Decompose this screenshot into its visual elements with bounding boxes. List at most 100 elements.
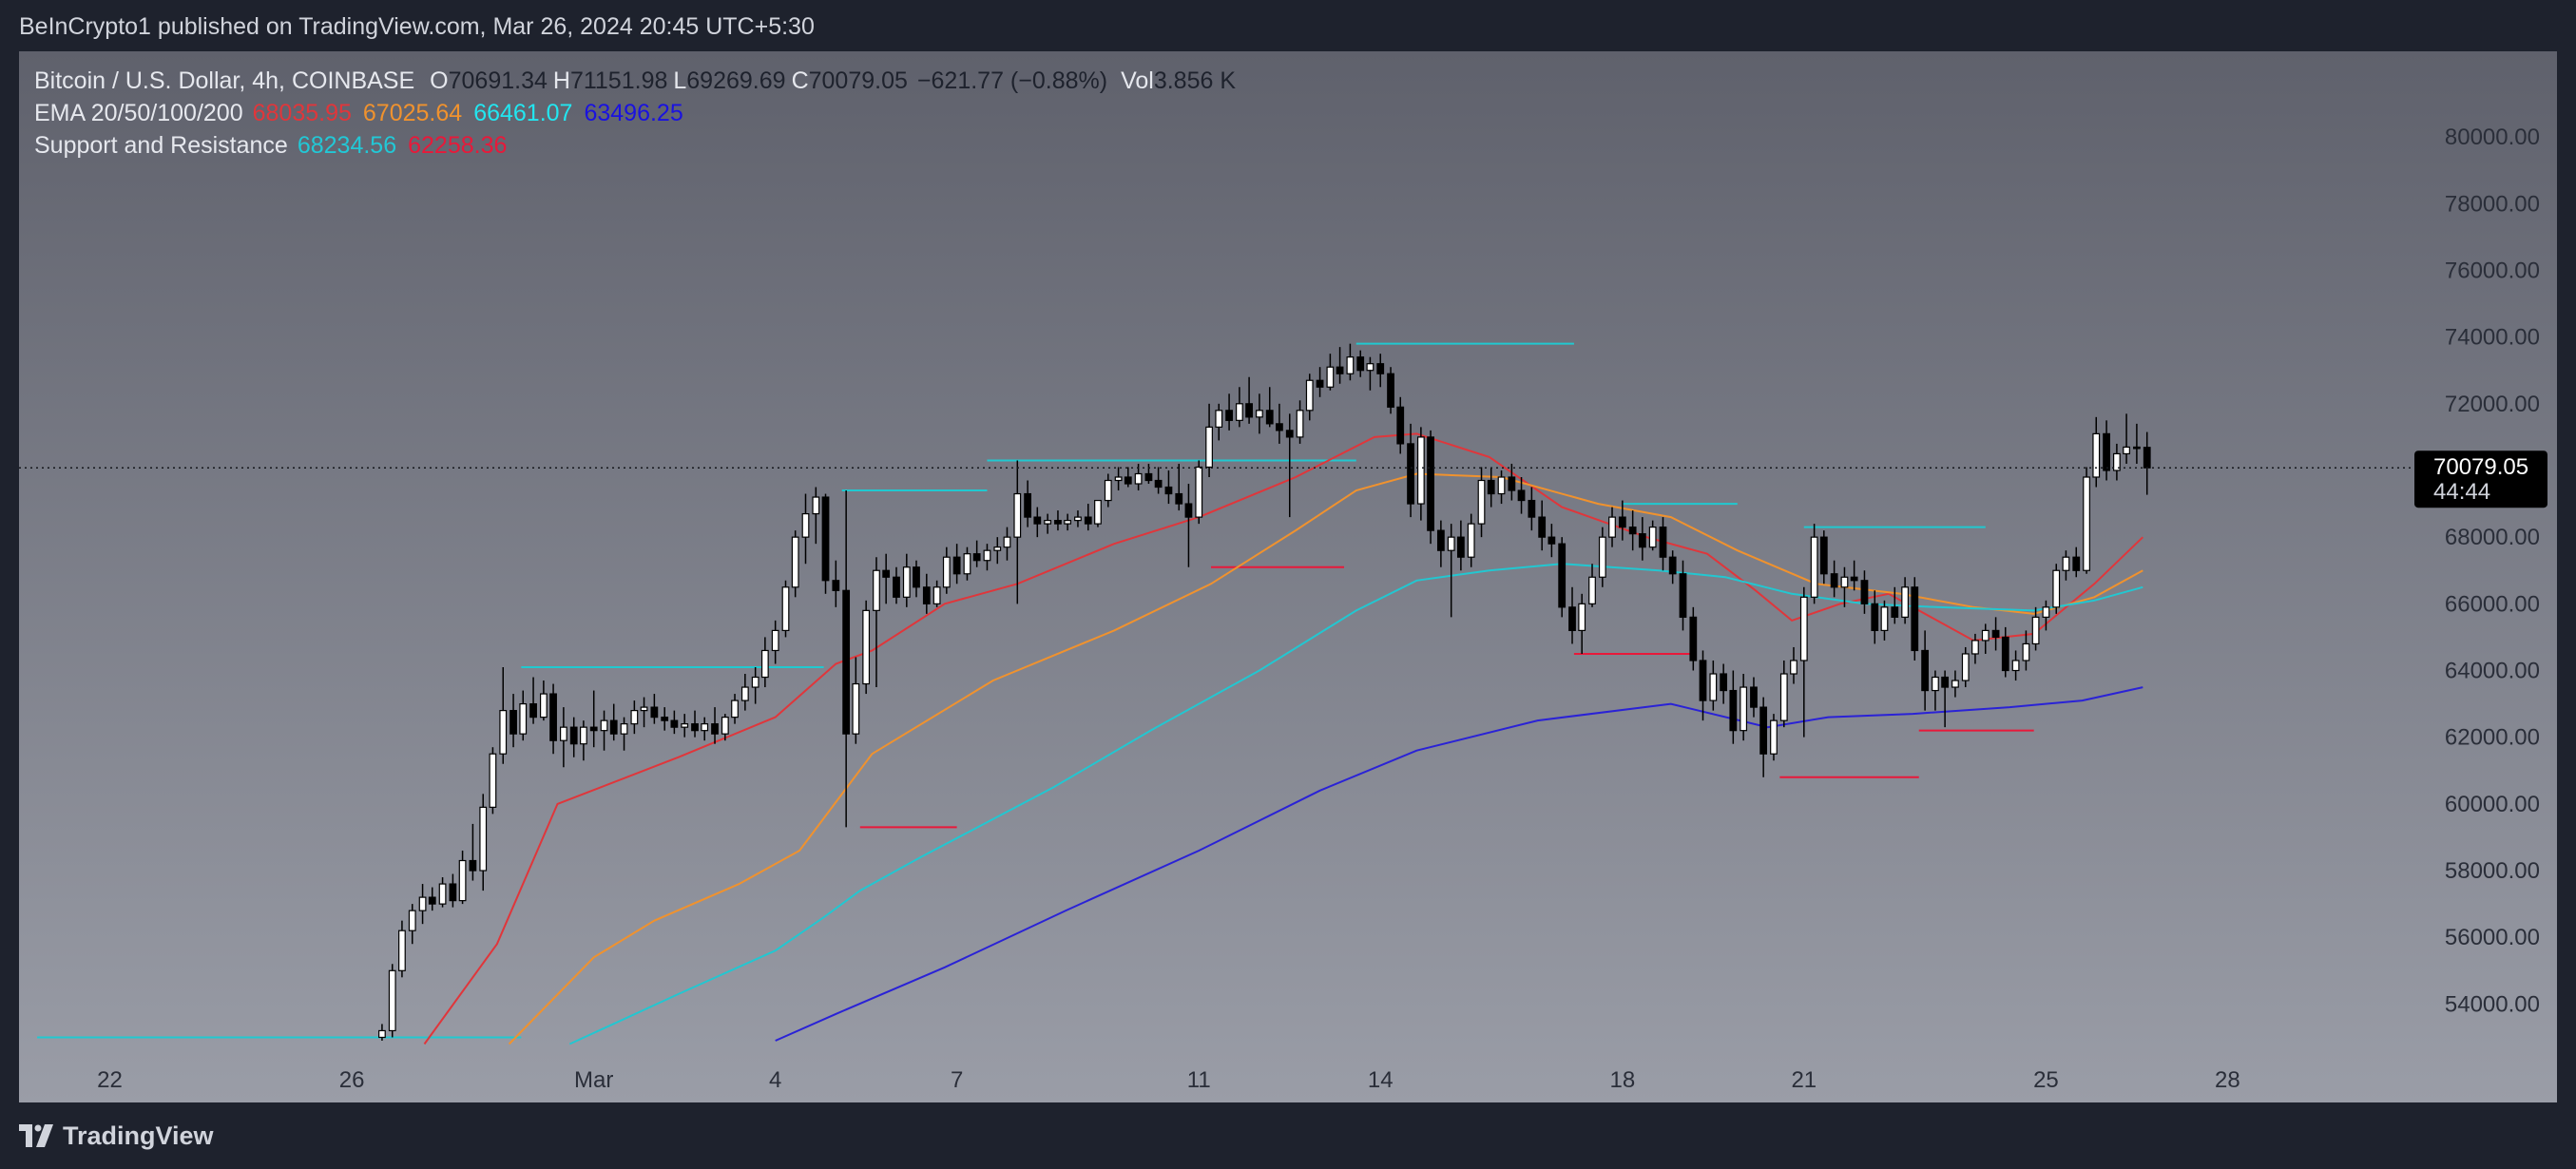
y-tick-label: 72000.00 xyxy=(2445,392,2540,417)
candle xyxy=(560,707,567,768)
candle xyxy=(1648,520,1657,551)
candle-body xyxy=(1709,673,1718,701)
tradingview-brand[interactable]: TradingView xyxy=(63,1121,214,1150)
sr-label[interactable]: Support and Resistance xyxy=(34,132,288,159)
time-axis[interactable]: 22 26 Mar 4 7 11 14 18 21 25 28 xyxy=(97,1067,2240,1093)
candle xyxy=(771,620,779,664)
candle-body xyxy=(2133,446,2141,450)
candle xyxy=(852,657,860,744)
x-tick-label: 4 xyxy=(769,1067,781,1093)
candle-body xyxy=(1648,527,1657,548)
candle-body xyxy=(1416,436,1425,505)
candle xyxy=(1436,520,1445,567)
symbol-label[interactable]: Bitcoin / U.S. Dollar, 4h, COINBASE xyxy=(34,67,415,94)
candle-body xyxy=(661,717,669,721)
candle-body xyxy=(1638,533,1646,548)
candle xyxy=(2062,550,2070,581)
candle-body xyxy=(801,512,810,538)
candle-body xyxy=(922,586,931,604)
candle-body xyxy=(1891,606,1899,618)
candle xyxy=(1679,560,1687,631)
candle xyxy=(1759,697,1768,777)
tradingview-logo-icon[interactable] xyxy=(19,1124,57,1147)
y-tick-label: 62000.00 xyxy=(2445,725,2540,751)
candle xyxy=(661,707,669,731)
chart-area[interactable]: 70079.05 44:44 54000.00 56000.00 58000.00 60… xyxy=(19,51,2557,1102)
x-tick-label: 14 xyxy=(1368,1067,1394,1093)
candle-body xyxy=(1084,516,1092,525)
candle-body xyxy=(670,719,679,728)
candle-body xyxy=(1720,673,1728,692)
candle-body xyxy=(2011,660,2020,672)
candle xyxy=(1124,467,1132,488)
candle-body xyxy=(983,549,991,562)
price-axis[interactable]: 54000.00 56000.00 58000.00 60000.00 62000.00… xyxy=(2445,125,2540,1017)
candle-body xyxy=(1154,479,1163,489)
candle-body xyxy=(1750,686,1758,708)
candle xyxy=(1184,484,1193,567)
candle xyxy=(1245,376,1253,424)
low-value: 69269.69 xyxy=(686,67,786,94)
candle-body xyxy=(1668,556,1677,575)
candle xyxy=(1779,660,1788,728)
candle-body xyxy=(1003,536,1011,548)
candle xyxy=(932,580,941,607)
candle-body xyxy=(1336,366,1344,374)
candle xyxy=(569,717,578,757)
candle-body xyxy=(549,693,557,741)
candle-body xyxy=(1659,527,1667,558)
chart-background xyxy=(19,51,2557,1102)
y-tick-label: 78000.00 xyxy=(2445,191,2540,217)
y-tick-label: 80000.00 xyxy=(2445,125,2540,150)
y-tick-label: 56000.00 xyxy=(2445,925,2540,950)
candle-body xyxy=(1618,516,1626,528)
candle-body xyxy=(952,556,961,575)
candle-body xyxy=(821,496,830,582)
candle xyxy=(1901,577,1909,624)
candle xyxy=(589,690,598,748)
candle-body xyxy=(1134,472,1143,485)
volume-label: Vol xyxy=(1121,67,1154,94)
candle xyxy=(640,697,648,728)
candle xyxy=(711,707,719,744)
candle-body xyxy=(469,859,477,872)
candle-body xyxy=(2123,446,2130,455)
candle-body xyxy=(1164,486,1173,495)
candle-body xyxy=(1124,476,1132,485)
candle xyxy=(1668,550,1677,584)
candle-body xyxy=(378,1029,386,1039)
candle xyxy=(2052,564,2061,614)
legend-ema-row: EMA 20/50/100/200 68035.95 67025.64 66461.0… xyxy=(34,97,1236,129)
open-value: 70691.34 xyxy=(448,67,548,94)
candle-body xyxy=(1447,536,1455,551)
candle xyxy=(1578,593,1586,654)
high-label: H xyxy=(552,67,570,94)
candle-body xyxy=(2103,432,2110,471)
candle xyxy=(1114,467,1123,491)
candle-body xyxy=(489,753,497,808)
x-tick-label: 26 xyxy=(339,1067,365,1093)
candle xyxy=(1195,460,1203,525)
candle xyxy=(1971,633,1979,664)
candle-body xyxy=(1477,479,1486,525)
candle-body xyxy=(740,686,749,701)
candle-body xyxy=(1819,536,1828,575)
ema20-value: 68035.95 xyxy=(252,100,352,126)
candle xyxy=(1346,343,1355,381)
candle xyxy=(1387,367,1394,414)
y-tick-label: 74000.00 xyxy=(2445,325,2540,351)
candle xyxy=(2123,413,2130,464)
candle xyxy=(1921,630,1929,711)
candle xyxy=(609,703,618,741)
legend-symbol-row: Bitcoin / U.S. Dollar, 4h, COINBASE O7069… xyxy=(34,65,1236,97)
candle xyxy=(2072,546,2081,578)
candle-body xyxy=(1225,410,1233,421)
candle-body xyxy=(1840,576,1849,588)
candle-body xyxy=(1215,410,1223,428)
candle xyxy=(873,557,880,688)
candle-body xyxy=(812,496,820,515)
candle-body xyxy=(1285,430,1294,438)
ema-label[interactable]: EMA 20/50/100/200 xyxy=(34,100,243,126)
candle-body xyxy=(1044,520,1052,525)
